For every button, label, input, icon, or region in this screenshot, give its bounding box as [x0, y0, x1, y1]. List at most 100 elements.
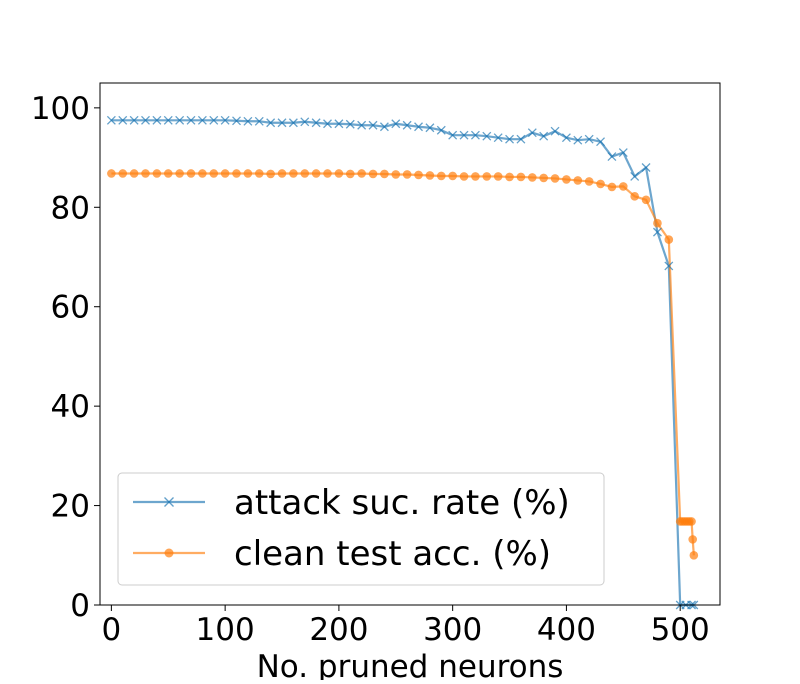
data-point-s2-11 — [232, 169, 241, 178]
legend-entry-2: clean test acc. (%) — [133, 534, 551, 574]
data-point-s2-29 — [436, 171, 446, 181]
plot-frame — [99, 82, 721, 606]
data-point-s1-8 — [197, 115, 207, 125]
data-point-s1-32 — [470, 130, 480, 140]
data-point-s2-45 — [619, 182, 628, 191]
data-point-s2-41 — [573, 176, 583, 185]
data-point-s1-0 — [106, 115, 116, 125]
data-point-s2-48 — [653, 218, 662, 228]
legend-entry-1: attack suc. rate (%) — [133, 483, 570, 523]
y-tick-label: 60 — [51, 290, 90, 326]
x-axis-ticks: 0 100 200 300 400 500 — [102, 605, 710, 648]
data-point-s2-42 — [584, 177, 594, 186]
data-point-s1-6 — [175, 115, 185, 125]
data-point-s1-45 — [618, 148, 628, 158]
data-point-s1-37 — [527, 128, 537, 138]
data-point-s2-3 — [141, 169, 150, 178]
data-point-s2-14 — [266, 169, 275, 179]
y-axis-ticks: 0 20 40 60 80 100 — [31, 91, 100, 624]
data-point-s1-47 — [641, 163, 651, 172]
x-tick-label: 400 — [537, 612, 596, 648]
data-point-s1-16 — [288, 118, 298, 128]
data-point-s1-27 — [414, 122, 423, 132]
data-point-s2-47 — [641, 195, 651, 205]
data-point-s1-9 — [209, 115, 219, 125]
legend-label: attack suc. rate (%) — [234, 483, 570, 523]
data-point-s1-18 — [311, 118, 321, 128]
data-point-s2-20 — [334, 169, 344, 178]
data-point-s2-35 — [505, 172, 514, 182]
data-point-s1-19 — [323, 119, 332, 129]
data-point-s2-19 — [323, 169, 332, 178]
series-line-2 — [111, 172, 695, 556]
data-point-s2-40 — [562, 175, 571, 184]
data-point-s2-34 — [493, 172, 503, 181]
data-point-s1-46 — [630, 172, 640, 181]
data-point-s2-5 — [163, 169, 173, 178]
data-point-s1-4 — [152, 115, 162, 125]
data-point-s1-39 — [550, 126, 560, 136]
data-point-s2-49 — [664, 235, 674, 244]
data-point-s2-17 — [300, 169, 310, 178]
data-point-s2-13 — [254, 169, 264, 178]
data-point-s2-44 — [607, 182, 617, 192]
data-point-s2-43 — [596, 179, 605, 189]
data-point-s2-21 — [345, 169, 355, 179]
y-tick-label: 20 — [51, 489, 90, 525]
data-point-s2-24 — [380, 169, 389, 179]
series-markers — [106, 115, 699, 610]
data-point-s1-35 — [505, 134, 515, 144]
data-point-s2-6 — [175, 169, 184, 178]
x-tick-label: 0 — [102, 612, 122, 648]
data-point-s1-38 — [539, 131, 549, 141]
data-point-s2-31 — [459, 172, 469, 181]
data-point-s2-4 — [152, 169, 162, 178]
data-point-s1-40 — [561, 133, 571, 143]
data-point-s2-30 — [448, 171, 457, 181]
data-point-s1-34 — [493, 133, 503, 143]
data-point-s2-1 — [118, 169, 128, 178]
legend-marker — [164, 497, 174, 507]
data-point-s1-15 — [277, 118, 287, 128]
legend-box — [117, 472, 605, 586]
data-point-s1-33 — [482, 131, 492, 141]
data-point-s2-16 — [289, 169, 298, 178]
y-tick-label: 100 — [31, 91, 90, 127]
data-point-s2-55 — [687, 517, 696, 526]
data-point-s2-9 — [209, 169, 219, 178]
data-point-s1-13 — [254, 116, 264, 126]
data-point-s2-38 — [539, 173, 548, 183]
data-point-s1-36 — [516, 134, 526, 144]
x-axis-label: No. pruned neurons — [257, 649, 564, 680]
data-point-s2-37 — [527, 173, 537, 182]
data-point-s2-10 — [220, 169, 230, 178]
data-point-s2-39 — [550, 174, 560, 183]
data-point-s2-57 — [689, 550, 699, 560]
legend: attack suc. rate (%) clean test acc. (%) — [117, 472, 605, 586]
y-tick-label: 0 — [70, 588, 90, 624]
x-tick-label: 500 — [651, 612, 710, 648]
data-point-s1-2 — [129, 115, 139, 125]
data-point-s2-26 — [402, 170, 412, 179]
data-point-s1-14 — [266, 118, 276, 128]
data-point-s1-31 — [459, 130, 469, 140]
y-tick-label: 40 — [51, 389, 90, 425]
data-point-s1-23 — [368, 120, 378, 130]
data-point-s1-44 — [607, 152, 617, 162]
data-point-s1-42 — [584, 134, 594, 144]
data-point-s1-3 — [141, 115, 150, 125]
data-point-s2-8 — [198, 169, 207, 178]
legend-label: clean test acc. (%) — [234, 534, 551, 574]
data-point-s1-17 — [300, 117, 310, 127]
data-point-s1-24 — [379, 122, 389, 132]
data-point-s1-22 — [357, 120, 367, 130]
data-point-s2-18 — [311, 169, 321, 178]
series-line-1 — [111, 119, 694, 607]
data-point-s2-15 — [277, 169, 287, 178]
data-point-s1-5 — [163, 115, 173, 125]
data-point-s1-1 — [118, 115, 128, 125]
data-point-s2-36 — [516, 172, 526, 182]
data-point-s2-28 — [425, 171, 435, 180]
